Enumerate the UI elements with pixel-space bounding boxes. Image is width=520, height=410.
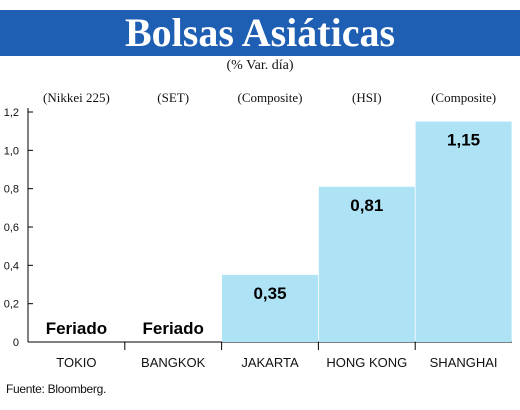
index-name-label: (Composite) xyxy=(238,90,303,105)
chart-subtitle: (% Var. día) xyxy=(226,58,294,73)
y-tick-label: 0,4 xyxy=(4,260,19,272)
bar-chart: 0 0,2 0,4 0,6 0,8 1,0 1,2 (Nikkei 225) TOKIO Feri… xyxy=(4,90,512,370)
holiday-label: Feriado xyxy=(46,319,107,338)
bar xyxy=(318,186,415,342)
title-banner xyxy=(0,10,520,56)
x-category-label: SHANGHAI xyxy=(430,355,498,370)
bar-value-label: 0,81 xyxy=(350,196,383,215)
x-category-label: HONG KONG xyxy=(326,355,407,370)
y-tick-label: 0,2 xyxy=(4,299,19,311)
bar-value-label: 1,15 xyxy=(447,131,480,150)
index-name-label: (Nikkei 225) xyxy=(43,90,110,105)
source-note: Fuente: Bloomberg. xyxy=(6,382,106,396)
chart-title: Bolsas Asiáticas xyxy=(124,10,396,55)
y-tick-label: 0 xyxy=(13,337,19,349)
index-name-label: (HSI) xyxy=(352,90,382,105)
x-category-label: BANGKOK xyxy=(141,355,206,370)
index-name-label: (Composite) xyxy=(431,90,496,105)
y-tick-label: 1,2 xyxy=(4,107,19,119)
x-category-label: TOKIO xyxy=(56,355,96,370)
y-tick-label: 0,8 xyxy=(4,184,19,196)
bar xyxy=(222,274,318,342)
bar-value-label: 0,35 xyxy=(253,284,286,303)
y-tick-label: 1,0 xyxy=(4,145,19,157)
x-category-label: JAKARTA xyxy=(241,355,299,370)
bar xyxy=(415,121,512,342)
y-tick-label: 0,6 xyxy=(4,222,19,234)
holiday-label: Feriado xyxy=(142,319,203,338)
index-name-label: (SET) xyxy=(157,90,189,105)
